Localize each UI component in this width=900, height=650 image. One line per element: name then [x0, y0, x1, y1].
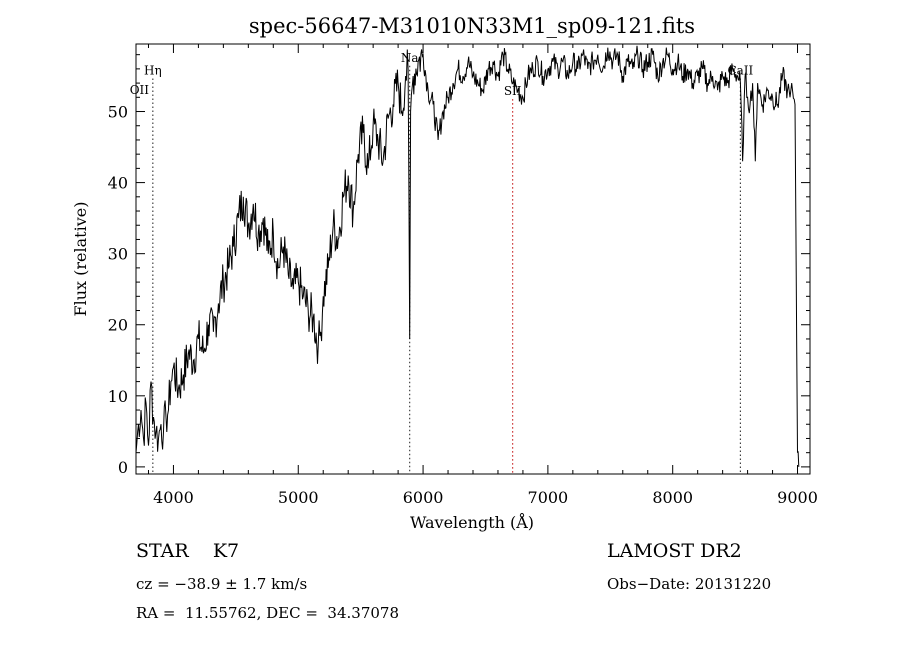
line-label: Hη: [144, 64, 162, 78]
y-tick-label: 20: [108, 316, 128, 335]
chart-title: spec-56647-M31010N33M1_sp09-121.fits: [249, 14, 695, 38]
y-axis-label: Flux (relative): [71, 202, 90, 317]
x-axis-label: Wavelength (Å): [410, 512, 534, 532]
redshift-velocity: cz = −38.9 ± 1.7 km/s: [136, 575, 308, 593]
spectral-line-markers: [152, 65, 741, 474]
x-tick-label: 5000: [278, 488, 319, 507]
line-label: OII: [130, 83, 150, 97]
survey-name: LAMOST DR2: [607, 540, 742, 562]
y-axis-ticks: 0 10 20 30 40 50: [108, 54, 810, 477]
object-class: STAR: [136, 540, 189, 562]
y-tick-label: 30: [108, 245, 128, 264]
y-tick-label: 10: [108, 387, 128, 406]
line-label: Na: [401, 51, 419, 65]
line-label: SII: [504, 84, 522, 98]
x-tick-label: 4000: [153, 488, 194, 507]
sky-coordinates: RA = 11.55762, DEC = 34.37078: [136, 604, 400, 622]
x-tick-label: 9000: [777, 488, 818, 507]
x-axis-ticks: 4000 5000 6000 7000 8000 9000: [147, 44, 818, 507]
spectrum-line: [135, 45, 800, 467]
spectral-line-labels: OII Hη Na SII CaII: [130, 51, 754, 98]
object-class-line: STAR K7: [136, 540, 239, 562]
x-tick-label: 8000: [652, 488, 693, 507]
y-tick-label: 40: [108, 174, 128, 193]
x-tick-label: 7000: [528, 488, 569, 507]
x-tick-label: 6000: [403, 488, 444, 507]
object-subclass: K7: [212, 540, 240, 562]
y-tick-label: 0: [118, 458, 128, 477]
observation-date: Obs−Date: 20131220: [607, 575, 772, 593]
plot-frame: [135, 43, 811, 475]
y-tick-label: 50: [108, 103, 128, 122]
line-label: CaII: [727, 64, 753, 78]
plot-area: 4000 5000 6000 7000 8000 9000 0 10 20 30 40 50 OII…: [108, 43, 818, 507]
